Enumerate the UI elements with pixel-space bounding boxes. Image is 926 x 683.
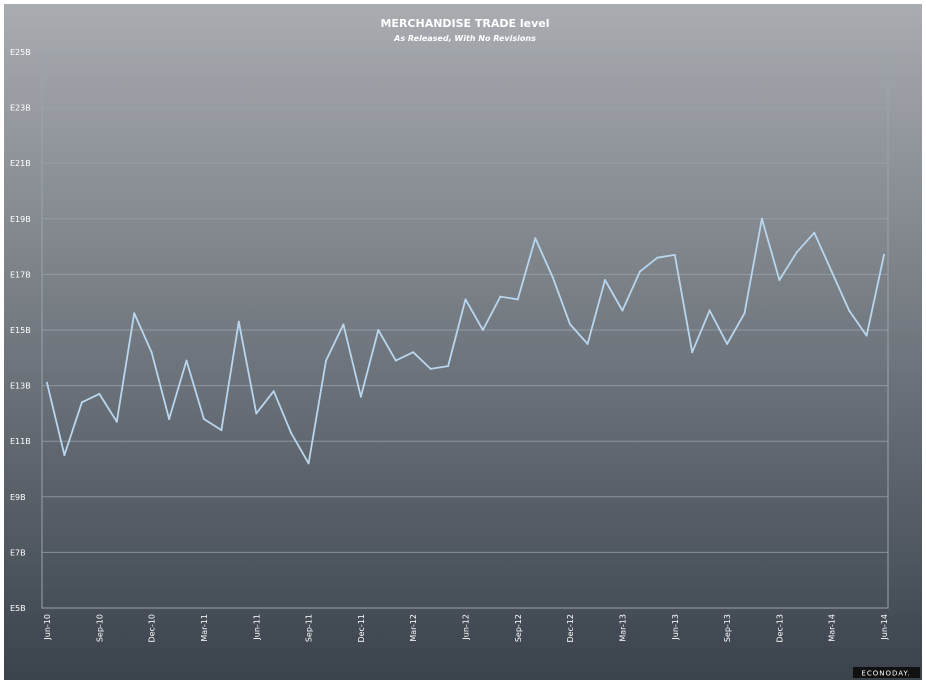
x-tick-label: Sep-12 <box>514 614 523 642</box>
data-point <box>447 365 450 368</box>
data-point <box>569 323 572 326</box>
data-point <box>377 329 380 331</box>
data-point <box>743 312 746 315</box>
data-point <box>220 429 223 432</box>
data-point <box>865 334 868 337</box>
data-point <box>98 392 101 395</box>
data-point <box>46 381 48 384</box>
data-point <box>481 329 484 331</box>
data-point <box>795 251 798 254</box>
data-point <box>830 270 833 273</box>
y-axis-ticks: E5B E7B E9B E11B E13B E15B E17B E19B E21B E23B E25… <box>10 48 31 613</box>
chart-title: MERCHANDISE TRADE level <box>380 17 549 30</box>
data-point <box>63 454 66 457</box>
data-point <box>80 401 83 404</box>
x-tick-label: Dec-12 <box>566 614 575 643</box>
y-tick-label: E5B <box>10 604 26 613</box>
y-tick-label: E9B <box>10 493 26 502</box>
data-point <box>394 359 397 362</box>
y-tick-label: E13B <box>10 382 31 391</box>
data-point <box>551 276 554 279</box>
data-point <box>342 323 345 326</box>
x-tick-label: Sep-11 <box>305 614 314 642</box>
logo-box <box>853 667 920 678</box>
data-point <box>726 342 729 345</box>
data-point <box>255 412 258 415</box>
data-point <box>848 309 851 312</box>
data-point <box>359 395 362 398</box>
x-tick-label: Dec-11 <box>357 614 366 643</box>
y-tick-label: E25B <box>10 48 31 57</box>
x-axis-ticks: Jun-10 Sep-10 Dec-10 Mar-11 Jun-11 Sep-11 Dec-… <box>43 614 889 643</box>
data-point <box>185 359 188 362</box>
y-tick-label: E21B <box>10 159 31 168</box>
data-point <box>534 237 537 240</box>
data-point <box>412 351 415 354</box>
y-tick-label: E15B <box>10 326 31 335</box>
data-point <box>150 351 153 354</box>
x-tick-label: Mar-13 <box>618 614 627 642</box>
y-tick-label: E23B <box>10 104 31 113</box>
data-point <box>133 312 136 315</box>
x-tick-label: Jun-12 <box>462 614 471 641</box>
data-point <box>586 342 589 345</box>
data-point <box>516 298 519 301</box>
x-tick-label: Mar-12 <box>409 614 418 642</box>
x-tick-label: Jun-11 <box>252 614 261 641</box>
data-point <box>499 295 502 298</box>
x-tick-label: Sep-10 <box>95 614 104 642</box>
x-tick-label: Dec-13 <box>775 614 784 643</box>
x-tick-label: Jun-13 <box>671 614 680 641</box>
data-point <box>778 279 781 281</box>
data-point <box>621 309 624 312</box>
data-point <box>325 359 327 362</box>
data-point <box>237 320 240 323</box>
y-tick-label: E7B <box>10 548 26 557</box>
x-tick-label: Jun-10 <box>43 614 52 641</box>
y-tick-label: E11B <box>10 437 31 446</box>
data-point <box>307 462 310 465</box>
data-point <box>429 367 432 370</box>
x-tick-label: Jun-14 <box>880 614 889 641</box>
data-point <box>708 309 711 312</box>
x-tick-label: Mar-11 <box>200 614 209 642</box>
data-point <box>691 351 694 354</box>
data-point <box>813 231 816 234</box>
data-point <box>272 390 275 393</box>
data-point <box>638 270 641 273</box>
data-point <box>202 418 205 420</box>
chart-background <box>4 4 922 680</box>
plot-area-border <box>41 51 889 609</box>
econoday-logo: ECONODAY. <box>861 670 910 678</box>
data-point <box>760 217 763 220</box>
data-point <box>673 253 676 256</box>
series-layer <box>46 217 885 465</box>
y-tick-label: E19B <box>10 215 31 224</box>
data-point <box>883 253 885 256</box>
data-point <box>604 279 606 281</box>
x-tick-label: Dec-10 <box>148 614 157 643</box>
x-tick-label: Mar-14 <box>828 614 837 642</box>
data-point <box>290 431 293 434</box>
chart-subtitle: As Released, With No Revisions <box>393 34 536 43</box>
data-point <box>168 418 171 420</box>
gridlines <box>42 107 888 553</box>
y-tick-label: E17B <box>10 270 31 279</box>
data-point <box>115 420 118 423</box>
data-point <box>464 298 467 301</box>
x-tick-label: Sep-13 <box>723 614 732 642</box>
data-point <box>656 256 659 259</box>
